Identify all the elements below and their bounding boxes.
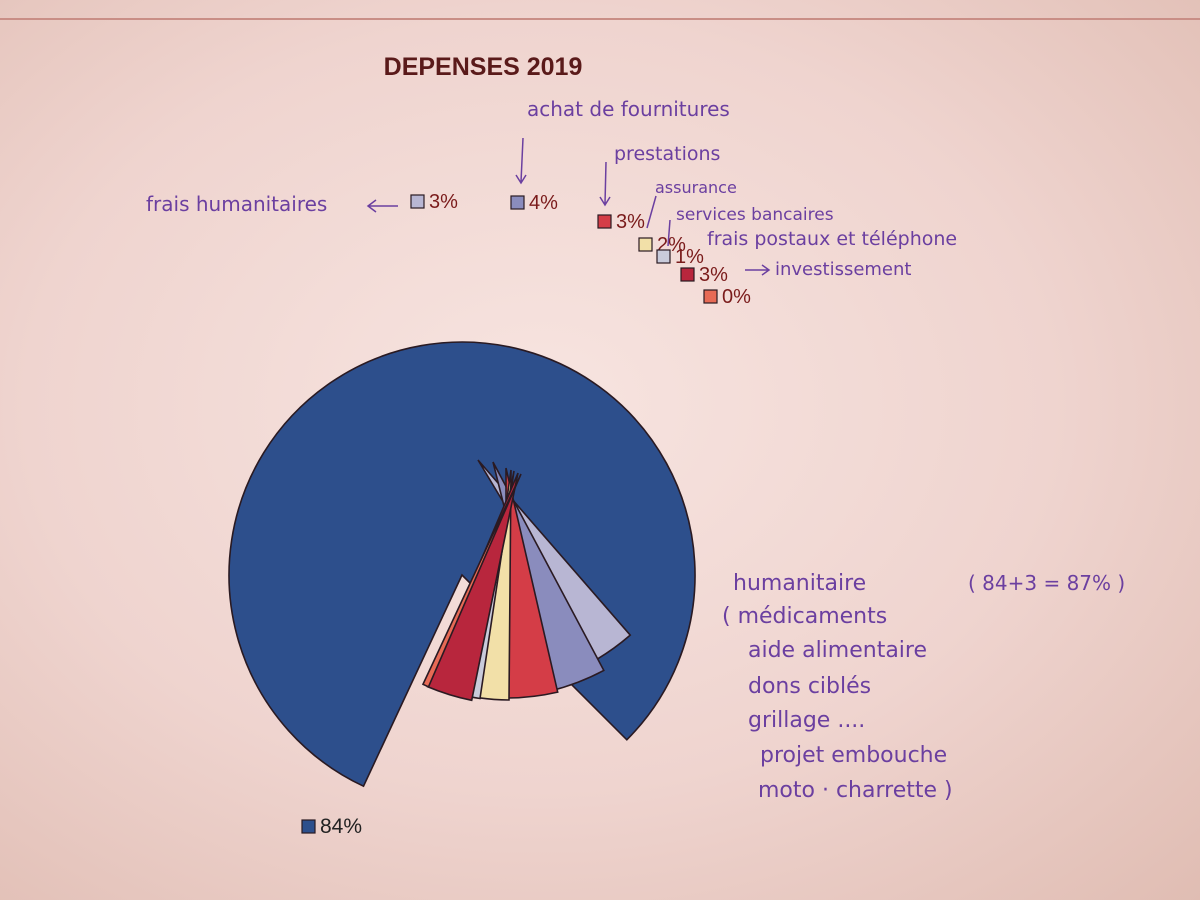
slice-label-1: 3%: [429, 191, 458, 213]
annotation-prestations: prestations: [614, 143, 720, 165]
legend-swatch-4: [638, 237, 653, 252]
slice-label-3: 3%: [616, 211, 645, 233]
annotation-achat-fournitures: achat de fournitures: [527, 97, 730, 121]
humanitaire-note-line-0: humanitaire: [733, 571, 866, 596]
arrow-assurance: [646, 195, 657, 229]
legend-swatch-5: [656, 249, 671, 264]
slice-label-7: 0%: [722, 286, 751, 308]
slice-label-0: 84%: [320, 815, 362, 838]
annotation-arrows: [366, 137, 771, 276]
humanitaire-note-line-3: dons ciblés: [748, 674, 871, 699]
slice-label-2: 4%: [529, 192, 558, 214]
handwritten-annotations: frais humanitaires achat de fournitures …: [146, 97, 1125, 803]
humanitaire-note-line-4: grillage ....: [748, 708, 865, 733]
legend-swatch-0: [301, 819, 316, 834]
annotation-frais-postaux: frais postaux et téléphone: [707, 228, 957, 250]
humanitaire-note-line-6: moto · charrette ): [758, 778, 953, 803]
humanitaire-note-line-5: projet embouche: [760, 743, 947, 768]
page-top-line: [0, 18, 1200, 20]
arrow-investissement: [745, 264, 771, 276]
slice-labels: 84%3% 4%3%2%1%3%0%: [301, 191, 751, 838]
annotation-assurance: assurance: [655, 178, 737, 197]
humanitaire-note-line-1: ( médicaments: [722, 604, 887, 629]
arrow-achat-fournitures: [515, 137, 527, 185]
pie-slices: [228, 341, 696, 788]
slice-label-6: 3%: [699, 264, 728, 286]
legend-swatch-7: [703, 289, 718, 304]
legend-swatch-2: [510, 195, 525, 210]
pie-slice-7: [421, 473, 522, 688]
arrow-services-bancaires: [667, 219, 671, 247]
annotation-total-note: ( 84+3 = 87% ): [968, 571, 1125, 595]
annotation-investissement: investissement: [775, 259, 911, 280]
humanitaire-note: humanitaire ( médicaments aide alimentaire…: [722, 571, 953, 803]
humanitaire-note-line-2: aide alimentaire: [748, 638, 927, 663]
legend-swatch-1: [410, 194, 425, 209]
legend-swatch-3: [597, 214, 612, 229]
legend-swatch-6: [680, 267, 695, 282]
arrow-frais-humanitaires: [366, 199, 398, 213]
annotation-frais-humanitaires: frais humanitaires: [146, 192, 327, 216]
chart-title: DEPENSES 2019: [384, 53, 583, 81]
annotation-services-bancaires: services bancaires: [676, 205, 834, 225]
pie-slice-0: [228, 341, 696, 788]
arrow-prestations: [599, 161, 611, 207]
slice-label-5: 1%: [675, 246, 704, 268]
